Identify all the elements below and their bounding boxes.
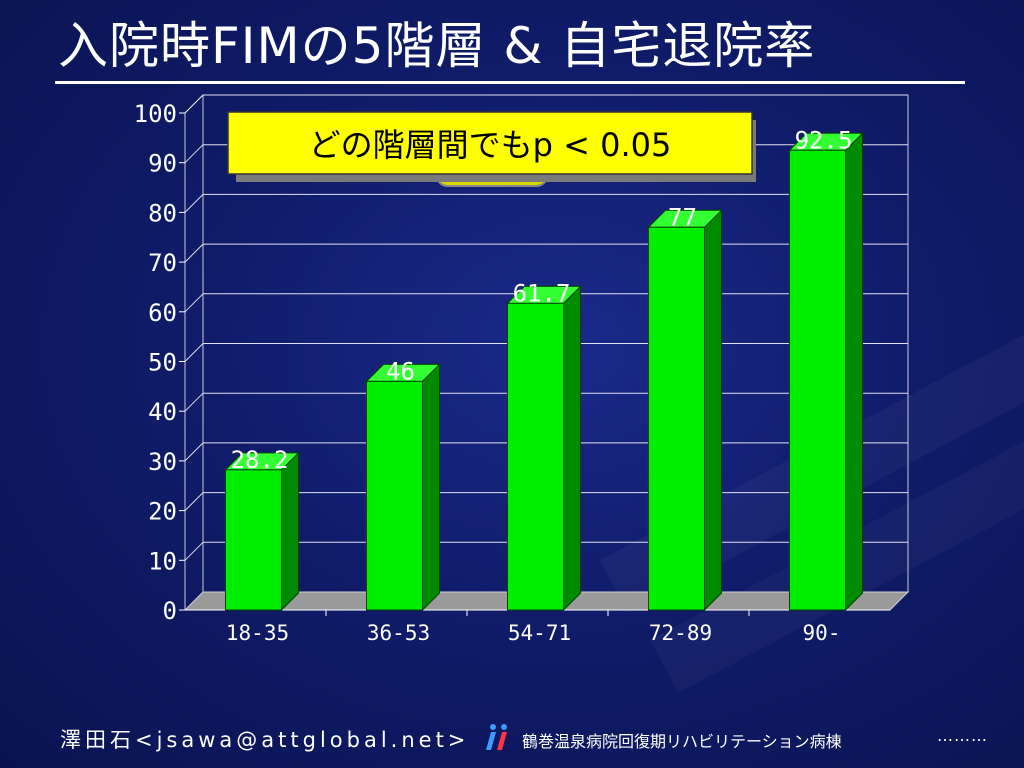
x-tick-label: 90-	[803, 621, 841, 645]
annotation-box	[227, 111, 753, 175]
bar-side	[704, 209, 722, 612]
y-tick-label: 0	[163, 597, 177, 625]
y-tick-label: 30	[148, 448, 177, 476]
bar	[225, 469, 282, 611]
bar-value-label: 46	[386, 357, 415, 385]
bar	[648, 226, 705, 611]
gridline-side	[184, 243, 204, 263]
y-tick-label: 40	[148, 398, 177, 426]
bar-side	[422, 363, 440, 612]
bar	[789, 149, 846, 611]
bar-value-label: 28.2	[231, 446, 289, 474]
y-tick-label: 10	[148, 547, 177, 575]
gridline-side	[184, 94, 204, 114]
bar	[507, 302, 564, 611]
y-tick-label: 90	[148, 150, 177, 178]
bar-side	[845, 132, 863, 612]
x-tick-label: 54-71	[508, 621, 571, 645]
title-underline	[55, 81, 965, 84]
x-tick-label: 72-89	[649, 621, 712, 645]
bar-value-label: 77	[668, 203, 697, 231]
footer: 澤田石<jsawa@attglobal.net> 鶴巻温泉病院回復期リハビリテー…	[0, 718, 1024, 758]
footer-dots: ………	[937, 726, 988, 745]
gridline-side	[184, 492, 204, 511]
annotation-text: どの階層間でもp < 0.05	[309, 126, 672, 164]
x-tick-label: 18-35	[226, 621, 289, 645]
gridline-side	[184, 194, 204, 213]
slide-title: 入院時FIMの5階層 & 自宅退院率	[58, 17, 816, 75]
bar	[366, 380, 423, 611]
gridline-side	[184, 442, 204, 462]
bar-side	[281, 451, 299, 612]
gridline-side	[184, 293, 204, 313]
bar-chart: 0 10 20 30 40 50 60 70 80 90 100 18-35 36-53 54-71 72-…	[134, 94, 910, 645]
bar-side	[563, 285, 581, 612]
gridline-side	[184, 144, 204, 164]
y-tick-label: 20	[148, 498, 177, 526]
gridline-side	[184, 392, 204, 412]
footer-author: 澤田石<jsawa@attglobal.net>	[60, 728, 470, 752]
gridline-side	[184, 541, 204, 561]
y-tick-label: 80	[148, 199, 177, 227]
gridline-side	[184, 343, 204, 362]
bar-value-label: 92.5	[795, 126, 853, 154]
y-tick-label: 100	[134, 100, 177, 128]
y-tick-label: 70	[148, 249, 177, 277]
x-tick-label: 36-53	[367, 621, 430, 645]
footer-hospital: 鶴巻温泉病院回復期リハビリテーション病棟	[522, 732, 842, 751]
y-tick-label: 50	[148, 349, 177, 377]
bar-value-label: 61.7	[513, 279, 571, 307]
hospital-logo-icon	[486, 724, 507, 750]
y-tick-label: 60	[148, 299, 177, 327]
